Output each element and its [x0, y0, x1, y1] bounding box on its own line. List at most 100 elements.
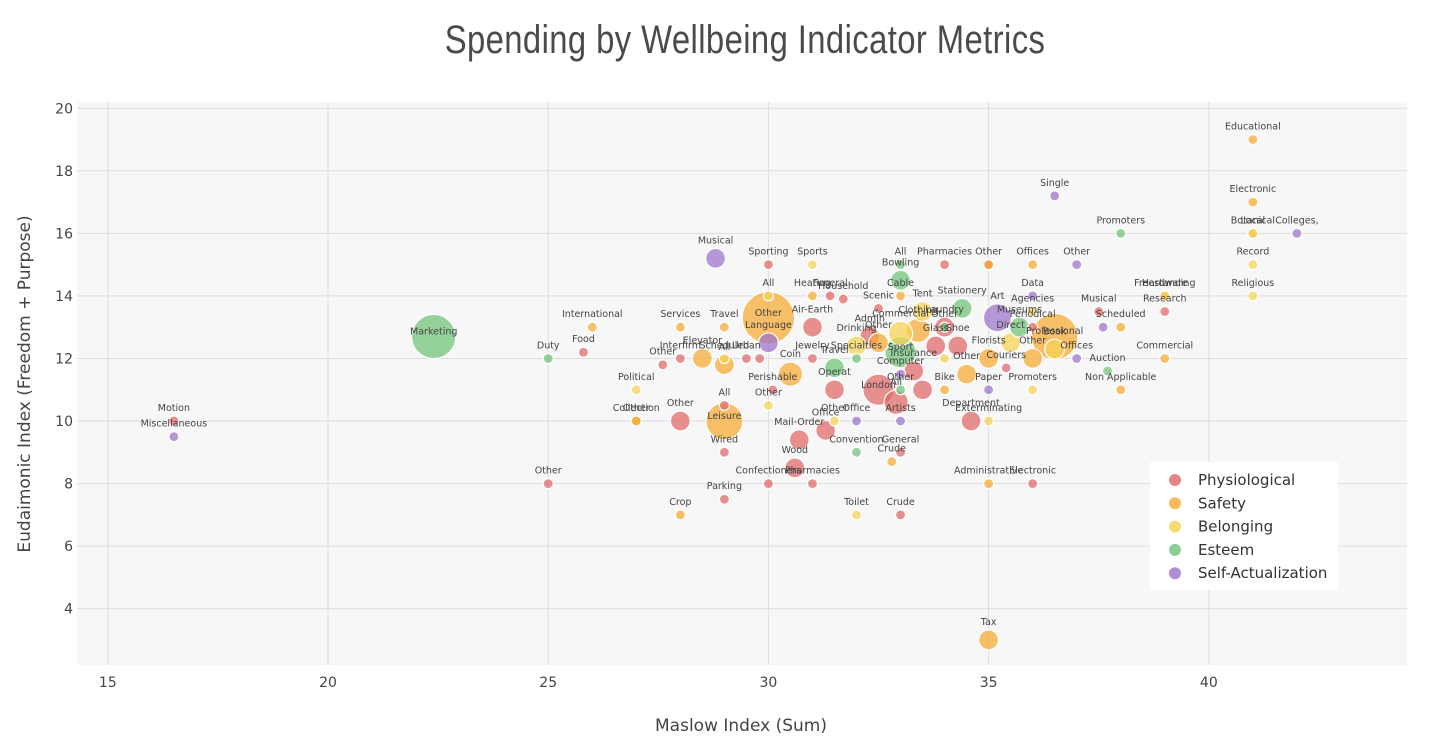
point-physiological[interactable]	[767, 384, 779, 396]
point-safety[interactable]	[894, 290, 907, 302]
point-safety[interactable]	[983, 259, 995, 271]
legend-label[interactable]: Self-Actualization	[1198, 564, 1327, 582]
point-physiological[interactable]	[806, 477, 819, 490]
point-safety[interactable]	[691, 347, 713, 369]
point-self-actualization[interactable]	[983, 384, 995, 396]
point-safety[interactable]	[1115, 321, 1127, 333]
point-safety[interactable]	[777, 361, 804, 387]
point-esteem[interactable]	[542, 352, 554, 365]
point-physiological[interactable]	[669, 410, 691, 432]
point-self-actualization[interactable]	[982, 303, 1013, 333]
point-self-actualization[interactable]	[705, 247, 727, 269]
point-belonging[interactable]	[887, 320, 914, 347]
point-belonging[interactable]	[1247, 290, 1259, 302]
point-physiological[interactable]	[837, 293, 849, 305]
point-physiological[interactable]	[740, 352, 753, 365]
point-self-actualization[interactable]	[1027, 290, 1039, 302]
point-physiological[interactable]	[1000, 362, 1012, 374]
point-belonging[interactable]	[983, 415, 995, 427]
point-self-actualization[interactable]	[1097, 321, 1109, 333]
point-self-actualization[interactable]	[1049, 190, 1061, 202]
point-physiological[interactable]	[801, 316, 823, 338]
point-physiological[interactable]	[784, 457, 806, 479]
point-esteem[interactable]	[894, 259, 907, 271]
legend-label[interactable]: Belonging	[1198, 518, 1273, 536]
point-physiological[interactable]	[925, 335, 947, 357]
point-safety[interactable]	[1022, 347, 1044, 369]
point-belonging[interactable]	[912, 301, 934, 323]
point-esteem[interactable]	[890, 269, 912, 291]
point-physiological[interactable]	[938, 259, 951, 271]
point-physiological[interactable]	[542, 477, 554, 490]
point-physiological[interactable]	[815, 419, 837, 441]
point-physiological[interactable]	[824, 290, 836, 302]
point-physiological[interactable]	[577, 346, 590, 358]
point-esteem[interactable]	[410, 313, 457, 360]
point-physiological[interactable]	[718, 446, 730, 458]
point-self-actualization[interactable]	[894, 368, 907, 380]
point-physiological[interactable]	[894, 509, 907, 521]
point-physiological[interactable]	[912, 379, 934, 401]
point-physiological[interactable]	[1159, 305, 1171, 318]
point-self-actualization[interactable]	[1291, 227, 1303, 239]
point-physiological[interactable]	[960, 410, 982, 432]
point-safety[interactable]	[806, 290, 819, 302]
point-belonging[interactable]	[762, 290, 775, 302]
point-esteem[interactable]	[938, 321, 951, 333]
point-safety[interactable]	[674, 509, 686, 521]
point-belonging[interactable]	[1027, 384, 1039, 396]
point-self-actualization[interactable]	[757, 332, 779, 354]
point-safety[interactable]	[978, 629, 1000, 651]
point-safety[interactable]	[956, 363, 978, 385]
legend-label[interactable]: Esteem	[1198, 541, 1254, 559]
point-belonging[interactable]	[762, 399, 775, 411]
point-esteem[interactable]	[951, 297, 973, 319]
point-safety[interactable]	[586, 321, 598, 333]
point-safety[interactable]	[1115, 384, 1127, 396]
point-belonging[interactable]	[1044, 338, 1066, 360]
point-physiological[interactable]	[823, 379, 845, 401]
point-physiological[interactable]	[806, 352, 819, 365]
point-belonging[interactable]	[1027, 305, 1039, 318]
point-belonging[interactable]	[1247, 259, 1259, 271]
point-physiological[interactable]	[754, 352, 766, 365]
point-physiological[interactable]	[947, 335, 969, 357]
point-belonging[interactable]	[1159, 290, 1171, 302]
point-belonging[interactable]	[938, 352, 951, 365]
point-belonging[interactable]	[806, 259, 819, 271]
point-self-actualization[interactable]	[894, 415, 907, 427]
legend-label[interactable]: Physiological	[1198, 471, 1295, 489]
point-physiological[interactable]	[1093, 305, 1105, 318]
point-belonging[interactable]	[828, 415, 841, 427]
point-physiological[interactable]	[872, 302, 885, 315]
point-esteem[interactable]	[850, 446, 863, 458]
point-physiological[interactable]	[762, 477, 775, 490]
point-safety[interactable]	[938, 384, 951, 396]
point-esteem[interactable]	[1101, 365, 1114, 377]
point-safety[interactable]	[978, 347, 1000, 369]
point-esteem[interactable]	[1115, 227, 1127, 239]
point-belonging[interactable]	[850, 509, 863, 521]
point-physiological[interactable]	[657, 359, 669, 371]
point-esteem[interactable]	[823, 357, 845, 379]
point-safety[interactable]	[886, 456, 898, 468]
point-self-actualization[interactable]	[168, 431, 180, 443]
point-safety[interactable]	[868, 332, 890, 354]
point-safety[interactable]	[1247, 196, 1259, 208]
point-self-actualization[interactable]	[1071, 259, 1083, 271]
point-self-actualization[interactable]	[1071, 352, 1083, 365]
point-safety[interactable]	[1159, 352, 1171, 365]
point-safety[interactable]	[983, 477, 995, 490]
point-physiological[interactable]	[1027, 477, 1039, 490]
point-esteem[interactable]	[850, 352, 863, 365]
point-safety[interactable]	[630, 415, 642, 427]
point-safety[interactable]	[718, 321, 730, 333]
point-physiological[interactable]	[718, 399, 730, 411]
point-esteem[interactable]	[894, 384, 907, 396]
point-physiological[interactable]	[168, 415, 180, 427]
point-belonging[interactable]	[718, 352, 730, 365]
point-physiological[interactable]	[1027, 321, 1039, 333]
point-safety[interactable]	[1030, 312, 1079, 361]
point-safety[interactable]	[674, 321, 686, 333]
point-physiological[interactable]	[718, 493, 730, 505]
